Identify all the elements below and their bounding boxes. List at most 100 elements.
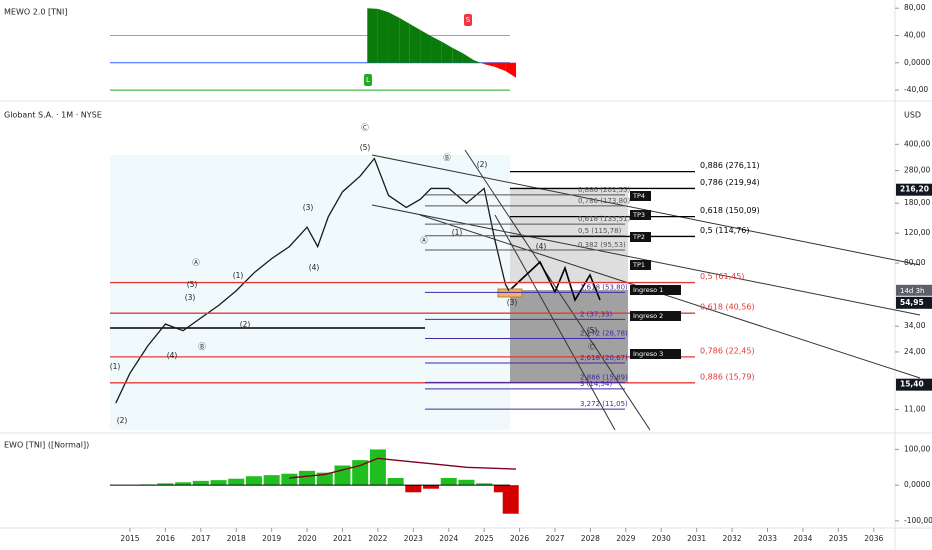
x-tick-label: 2020: [298, 534, 317, 543]
area-segment: [505, 62, 517, 78]
area-segment: [399, 17, 410, 63]
y-tick-label: -100,00: [904, 516, 932, 525]
fib-label: 0,786 (219,94): [700, 178, 760, 187]
countdown-tag: [896, 284, 932, 296]
area-segment: [388, 12, 400, 63]
histogram-bar: [458, 479, 475, 486]
wave-label: (1): [110, 362, 121, 371]
x-tick-label: 2015: [120, 534, 139, 543]
price-tag-label: 54,95: [900, 298, 924, 307]
histogram-bar: [423, 485, 440, 489]
x-tick-label: 2027: [545, 534, 564, 543]
target-label: TP4: [632, 192, 645, 200]
x-tick-label: 2034: [793, 534, 812, 543]
target-tag: [630, 191, 651, 201]
y-tick-label: 180,00: [904, 198, 930, 207]
x-tick-label: 2026: [510, 534, 529, 543]
wave-label: (5): [360, 143, 371, 152]
target-label: TP2: [632, 233, 645, 241]
y-tick-label: 34,00: [904, 321, 926, 330]
wave-label: (3): [185, 293, 196, 302]
price-tag-label: 216,20: [900, 185, 929, 194]
x-tick-label: 2036: [864, 534, 883, 543]
histogram-bar: [405, 485, 422, 493]
y-tick-label: 80,00: [904, 3, 926, 12]
signal-marker: [464, 14, 472, 26]
histogram-bar: [157, 483, 174, 486]
target-label: Ingreso 1: [633, 286, 663, 294]
histogram-bar: [299, 470, 316, 486]
wave-label: (3): [507, 298, 518, 307]
area-segment: [409, 23, 421, 63]
y-tick-label: 400,00: [904, 139, 930, 148]
wave-label: (2): [117, 416, 128, 425]
x-tick-label: 2021: [333, 534, 352, 543]
fib-label: 2,886 (15,89): [580, 373, 628, 381]
y-tick-label: 40,00: [904, 30, 926, 39]
histogram-bar: [316, 472, 333, 486]
channel-line: [419, 214, 921, 379]
histogram-bar: [228, 478, 245, 486]
fib-label: 0,382 (95,53): [578, 241, 626, 249]
fib-label: 0,786 (22,45): [700, 346, 755, 355]
y-tick-label: 280,00: [904, 166, 930, 175]
x-tick-label: 2023: [404, 534, 423, 543]
area-segment: [452, 47, 463, 63]
y-tick-label: 0,0000: [904, 58, 930, 67]
wave-label: (1): [233, 271, 244, 280]
x-tick-label: 2024: [439, 534, 458, 543]
histogram-bar: [245, 476, 262, 486]
y-tick-label: 80,00: [904, 258, 926, 267]
target-tag: [630, 232, 651, 242]
fib-label: 0,5 (115,78): [578, 227, 622, 235]
wave-label: Ⓑ: [443, 153, 451, 162]
x-tick-label: 2030: [652, 534, 671, 543]
x-tick-label: 2032: [723, 534, 742, 543]
fib-label: 1,618 (53,80): [580, 283, 628, 291]
x-tick-label: 2017: [191, 534, 210, 543]
fib-label: 0,886 (15,79): [700, 372, 755, 381]
histogram-bar: [175, 482, 192, 486]
fib-label: 2 (37,33): [580, 310, 612, 318]
pane-title: MEWO 2.0 [TNI]: [4, 8, 67, 17]
fib-label: 2,618 (20,67): [580, 354, 628, 362]
fib-label: 0,886 (201,55): [578, 186, 630, 194]
target-tag: [630, 311, 681, 321]
x-tick-label: 2018: [227, 534, 246, 543]
fib-label: 0,5 (61,45): [700, 272, 744, 281]
target-tag: [630, 285, 681, 295]
histogram-bar: [387, 478, 404, 486]
histogram-bar: [502, 485, 519, 514]
fib-label: 0,618 (150,09): [700, 206, 760, 215]
wave-label: Ⓐ: [192, 258, 200, 267]
area-segment: [367, 8, 378, 63]
area-segment: [377, 8, 389, 63]
signal-label: L: [366, 76, 370, 84]
y-tick-label: 100,00: [904, 444, 930, 453]
area-segment: [441, 41, 453, 63]
fib-label: 0,5 (114,76): [700, 226, 750, 235]
x-tick-label: 2016: [156, 534, 175, 543]
wave-label: (2): [240, 320, 251, 329]
price-tag-label: 15,40: [900, 380, 924, 389]
x-tick-label: 2029: [616, 534, 635, 543]
y-tick-label: 24,00: [904, 347, 926, 356]
fib-label: 3,272 (11,05): [580, 400, 628, 408]
pane-title: EWO [TNI] ([Normal]): [4, 441, 89, 450]
histogram-bar: [440, 478, 457, 486]
wave-label: Ⓒ: [588, 342, 596, 351]
x-tick-label: 2035: [829, 534, 848, 543]
histogram-bar: [192, 480, 209, 486]
area-segment: [473, 60, 485, 65]
wave-label: Ⓒ: [361, 123, 369, 132]
target-tag: [630, 210, 651, 220]
channel-line: [494, 214, 616, 431]
projection-path: [509, 260, 601, 302]
signal-marker: [364, 74, 372, 86]
x-tick-label: 2019: [262, 534, 281, 543]
wave-label: (3): [303, 203, 314, 212]
unit-label: USD: [904, 111, 921, 120]
countdown-label: 14d 3h: [900, 287, 924, 295]
y-tick-label: -40,00: [904, 85, 928, 94]
